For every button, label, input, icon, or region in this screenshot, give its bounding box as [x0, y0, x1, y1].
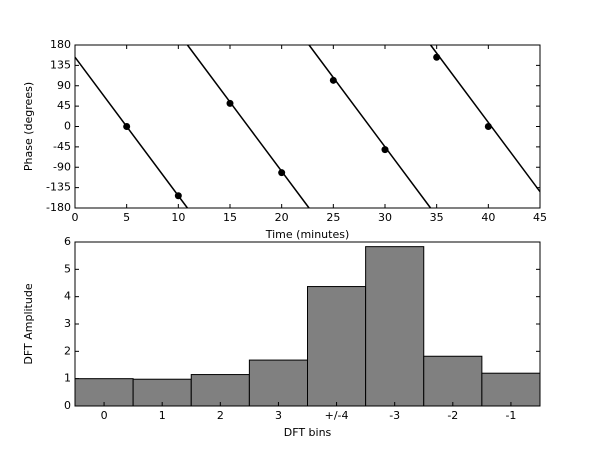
bar	[423, 355, 483, 407]
x-tick-label: 2	[217, 409, 224, 422]
phase-point	[123, 123, 131, 130]
x-tick-label: 35	[430, 211, 444, 224]
bar	[481, 372, 541, 407]
x-tick-label: 3	[275, 409, 282, 422]
phase-point	[381, 146, 389, 154]
bar	[74, 378, 134, 407]
y-tick-label: 90	[57, 79, 71, 92]
x-tick-label: 45	[533, 211, 547, 224]
y-axis-label: DFT Amplitude	[22, 283, 35, 364]
x-tick-label: 25	[326, 211, 340, 224]
phase-point	[278, 169, 286, 177]
x-tick-label: 5	[123, 211, 130, 224]
y-tick-label: -180	[46, 201, 71, 214]
phase-point	[484, 123, 492, 130]
x-tick-label: -2	[447, 409, 458, 422]
phase-line	[74, 44, 541, 209]
bar	[365, 246, 425, 407]
axes-frame	[74, 44, 541, 209]
x-axis-label: DFT bins	[284, 426, 332, 439]
x-tick-label: 30	[378, 211, 392, 224]
y-tick-label: 0	[64, 120, 71, 133]
y-tick-label: 5	[64, 262, 71, 275]
x-tick-label: 1	[159, 409, 166, 422]
phase-point	[174, 192, 182, 200]
y-tick-label: 0	[64, 399, 71, 412]
y-axis-label: Phase (degrees)	[22, 82, 35, 171]
x-tick-label: 0	[72, 211, 79, 224]
x-tick-label: 10	[171, 211, 185, 224]
x-tick-label: 20	[275, 211, 289, 224]
y-tick-label: -90	[53, 160, 71, 173]
axes-frame	[74, 241, 541, 407]
y-tick-label: 3	[64, 317, 71, 330]
x-tick-label: -1	[505, 409, 516, 422]
phase-point	[433, 53, 441, 61]
bar	[307, 286, 367, 407]
bar	[132, 378, 192, 407]
y-tick-label: 2	[64, 344, 71, 357]
bar	[248, 359, 308, 407]
x-tick-label: +/-4	[325, 409, 349, 422]
y-tick-label: 4	[64, 290, 71, 303]
phase-point	[329, 76, 337, 84]
x-axis-label: Time (minutes)	[265, 228, 350, 241]
x-tick-label: 40	[481, 211, 495, 224]
x-tick-label: 0	[101, 409, 108, 422]
x-tick-label: 15	[223, 211, 237, 224]
y-tick-label: 135	[50, 58, 71, 71]
x-tick-label: -3	[389, 409, 400, 422]
y-tick-label: 45	[57, 99, 71, 112]
y-tick-label: -45	[53, 140, 71, 153]
y-tick-label: 6	[64, 235, 71, 248]
phase-point	[226, 99, 234, 107]
bar	[190, 374, 250, 407]
y-tick-label: 180	[50, 38, 71, 51]
y-tick-label: 1	[64, 372, 71, 385]
y-tick-label: -135	[46, 181, 71, 194]
